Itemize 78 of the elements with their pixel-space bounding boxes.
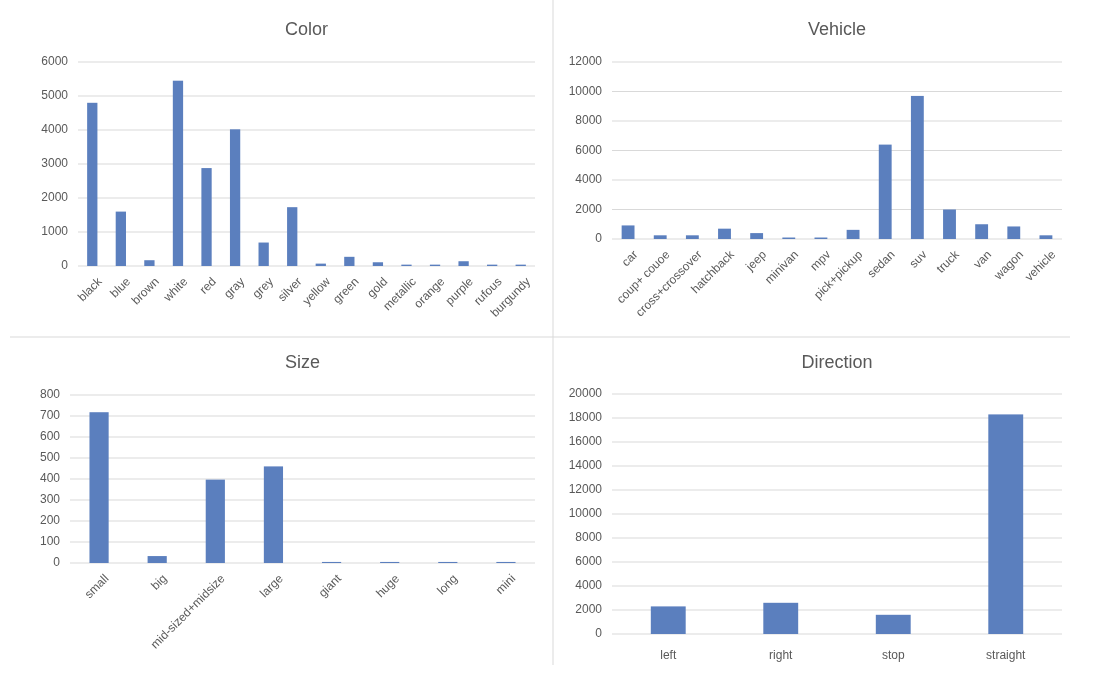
bar: [201, 168, 212, 266]
bar: [718, 228, 731, 239]
y-tick-label: 14000: [568, 458, 603, 473]
x-tick-label: red: [196, 274, 219, 297]
chart-title: Size: [284, 351, 321, 372]
y-tick-label: 18000: [568, 410, 603, 425]
bar: [263, 466, 284, 563]
bar: [258, 242, 269, 266]
y-tick-label: 0: [53, 555, 61, 570]
bar: [910, 95, 924, 239]
bar: [621, 225, 635, 239]
bar: [846, 229, 860, 239]
y-tick-label: 8000: [575, 530, 603, 545]
y-tick-label: 8000: [575, 113, 603, 128]
x-tick-label: long: [434, 571, 461, 598]
y-tick-label: 500: [39, 450, 61, 465]
bar: [975, 224, 989, 239]
y-tick-label: 4000: [575, 172, 603, 187]
y-tick-label: 0: [595, 231, 603, 246]
x-tick-label: straight: [986, 647, 1027, 662]
y-tick-label: 12000: [568, 482, 603, 497]
bar: [1007, 226, 1021, 239]
y-tick-label: 20000: [568, 386, 603, 401]
bar: [988, 414, 1024, 634]
bar: [372, 262, 384, 266]
y-tick-label: 10000: [568, 83, 603, 98]
y-tick-label: 2000: [575, 602, 603, 617]
y-tick-label: 300: [39, 492, 61, 507]
bar: [115, 211, 126, 266]
bar: [229, 129, 241, 266]
bar: [147, 556, 167, 563]
y-tick-label: 12000: [568, 54, 603, 69]
y-tick-label: 6000: [575, 142, 603, 157]
bar: [650, 606, 686, 634]
y-tick-label: 400: [39, 471, 61, 486]
bar: [685, 235, 699, 239]
y-tick-label: 6000: [41, 54, 69, 69]
y-tick-label: 100: [39, 534, 61, 549]
bar: [87, 102, 98, 266]
bar: [653, 235, 667, 239]
y-tick-label: 2000: [41, 190, 69, 205]
chart-title: Color: [284, 18, 329, 39]
bar: [1039, 235, 1053, 239]
y-tick-label: 200: [39, 513, 61, 528]
bar: [763, 602, 799, 634]
y-tick-label: 800: [39, 387, 61, 402]
bar: [287, 207, 298, 266]
bar: [89, 412, 109, 563]
bar: [878, 144, 892, 239]
y-tick-label: 2000: [575, 201, 603, 216]
y-tick-label: 16000: [568, 434, 603, 449]
x-tick-label: right: [769, 647, 794, 662]
y-tick-label: 0: [61, 258, 69, 273]
bar: [875, 614, 911, 634]
x-tick-label: car: [618, 247, 641, 270]
x-tick-label: left: [660, 647, 677, 662]
y-tick-label: 5000: [41, 88, 69, 103]
x-tick-label: suv: [906, 247, 930, 271]
y-tick-label: 4000: [575, 578, 603, 593]
bar: [458, 261, 469, 266]
x-tick-label: stop: [881, 647, 905, 662]
chart-title: Direction: [801, 351, 873, 372]
chart-title: Vehicle: [807, 18, 867, 39]
bar: [205, 479, 225, 563]
y-tick-label: 0: [595, 626, 603, 641]
y-tick-label: 700: [39, 408, 61, 423]
y-tick-label: 3000: [41, 156, 69, 171]
y-tick-label: 600: [39, 429, 61, 444]
y-tick-label: 4000: [41, 122, 69, 137]
bar: [344, 256, 355, 266]
bar: [750, 233, 764, 239]
y-tick-label: 10000: [568, 506, 603, 521]
bar: [144, 260, 155, 266]
y-tick-label: 6000: [575, 554, 603, 569]
bar: [943, 209, 956, 239]
x-tick-label: van: [970, 247, 994, 272]
bar: [172, 80, 184, 266]
y-tick-label: 1000: [41, 224, 69, 239]
